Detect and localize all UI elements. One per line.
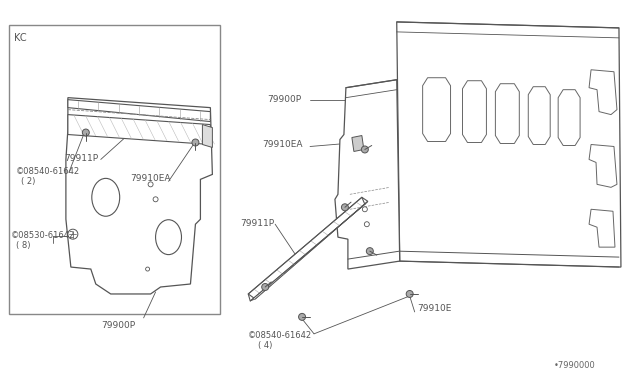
Bar bbox=[9, 25, 220, 314]
Text: 79910EA: 79910EA bbox=[131, 174, 171, 183]
Text: ( 4): ( 4) bbox=[258, 341, 273, 350]
Circle shape bbox=[406, 291, 413, 298]
Polygon shape bbox=[495, 84, 519, 144]
Polygon shape bbox=[589, 144, 617, 187]
Polygon shape bbox=[589, 70, 617, 115]
Polygon shape bbox=[422, 78, 451, 141]
Polygon shape bbox=[335, 80, 400, 269]
Text: ©08540-61642: ©08540-61642 bbox=[16, 167, 80, 176]
Text: •7990000: •7990000 bbox=[554, 361, 596, 370]
Circle shape bbox=[364, 222, 369, 227]
Polygon shape bbox=[558, 90, 580, 145]
Text: 79910E: 79910E bbox=[418, 304, 452, 313]
Text: ©08540-61642: ©08540-61642 bbox=[248, 331, 312, 340]
Text: 79900P: 79900P bbox=[100, 321, 135, 330]
Text: 79911P: 79911P bbox=[240, 219, 275, 228]
Polygon shape bbox=[202, 125, 212, 147]
Circle shape bbox=[299, 313, 305, 320]
Text: 79911P: 79911P bbox=[64, 154, 98, 163]
Ellipse shape bbox=[92, 179, 120, 216]
Circle shape bbox=[362, 146, 369, 153]
Circle shape bbox=[262, 283, 269, 291]
Text: ( 8): ( 8) bbox=[16, 241, 31, 250]
Polygon shape bbox=[589, 209, 615, 247]
Circle shape bbox=[366, 248, 373, 254]
Circle shape bbox=[146, 267, 150, 271]
Circle shape bbox=[68, 229, 78, 239]
Polygon shape bbox=[528, 87, 550, 144]
Circle shape bbox=[153, 197, 158, 202]
Circle shape bbox=[341, 204, 348, 211]
Polygon shape bbox=[397, 22, 621, 267]
Text: ©08530-61642: ©08530-61642 bbox=[11, 231, 76, 240]
Circle shape bbox=[83, 129, 90, 136]
Circle shape bbox=[192, 139, 199, 146]
Polygon shape bbox=[66, 98, 212, 294]
Circle shape bbox=[148, 182, 153, 187]
Ellipse shape bbox=[156, 220, 182, 254]
Polygon shape bbox=[352, 135, 364, 151]
Polygon shape bbox=[463, 81, 486, 142]
Text: KC: KC bbox=[14, 33, 27, 43]
Text: 79910EA: 79910EA bbox=[262, 140, 303, 148]
Polygon shape bbox=[248, 197, 368, 299]
Polygon shape bbox=[68, 115, 211, 144]
Polygon shape bbox=[68, 100, 211, 122]
Text: ( 2): ( 2) bbox=[21, 177, 35, 186]
Circle shape bbox=[362, 207, 367, 212]
Polygon shape bbox=[250, 201, 368, 301]
Text: 79900P: 79900P bbox=[267, 94, 301, 104]
